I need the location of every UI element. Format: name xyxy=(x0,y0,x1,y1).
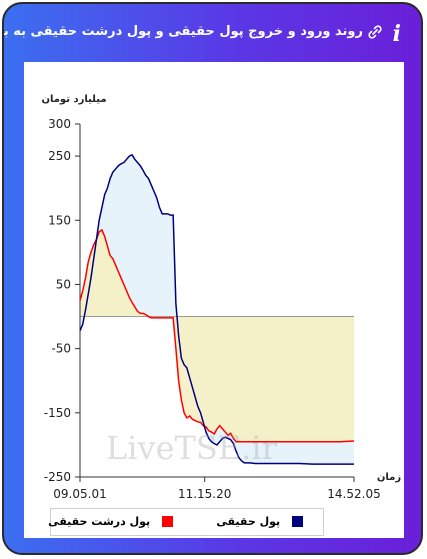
y-tick-label-2: 150 xyxy=(48,213,71,227)
y-tick-label-4: -50 xyxy=(51,342,71,356)
card-header: i روند ورود و خروج پول حقیقی و پول درشت … xyxy=(4,16,421,56)
y-tick-label-3: 50 xyxy=(56,277,71,291)
x-tick-label-0: 09.05.01 xyxy=(53,487,106,501)
info-icon[interactable]: i xyxy=(392,21,401,47)
series2-line xyxy=(79,228,355,443)
legend-label-series2: پول درشت حقیقی xyxy=(48,514,151,528)
link-icon[interactable] xyxy=(367,24,383,40)
legend-label-series1: پول حقیقی xyxy=(216,514,281,528)
y-tick-label-6: -250 xyxy=(44,470,71,484)
chart-card: i روند ورود و خروج پول حقیقی و پول درشت … xyxy=(2,2,423,555)
legend-item-series2[interactable]: پول درشت حقیقی xyxy=(48,514,173,530)
x-tick-label-2: 14.52.05 xyxy=(327,487,380,501)
y-axis-label: میلیارد تومان xyxy=(41,94,106,105)
chart-svg: 300 250 150 50 -50 -150 -250 09.05.01 11.15.20 14… xyxy=(41,94,401,501)
series2-area xyxy=(80,229,354,442)
y-tick-label-1: 250 xyxy=(48,149,71,163)
x-axis-label: زمان xyxy=(377,472,401,483)
legend-item-series1[interactable]: پول حقیقی xyxy=(216,514,303,530)
y-tick-label-5: -150 xyxy=(44,406,71,420)
series1-line xyxy=(79,153,354,465)
legend-swatch-series1 xyxy=(292,515,303,527)
x-tick-label-1: 11.15.20 xyxy=(178,487,231,501)
legend-swatch-series2 xyxy=(162,515,173,527)
legend: پول حقیقی پول درشت حقیقی xyxy=(48,508,324,536)
y-tick-label-0: 300 xyxy=(48,117,71,131)
chart-area: 300 250 150 50 -50 -150 -250 09.05.01 11.15.20 14… xyxy=(24,62,404,538)
chart-title: روند ورود و خروج پول حقیقی و پول درشت حق… xyxy=(2,24,363,39)
